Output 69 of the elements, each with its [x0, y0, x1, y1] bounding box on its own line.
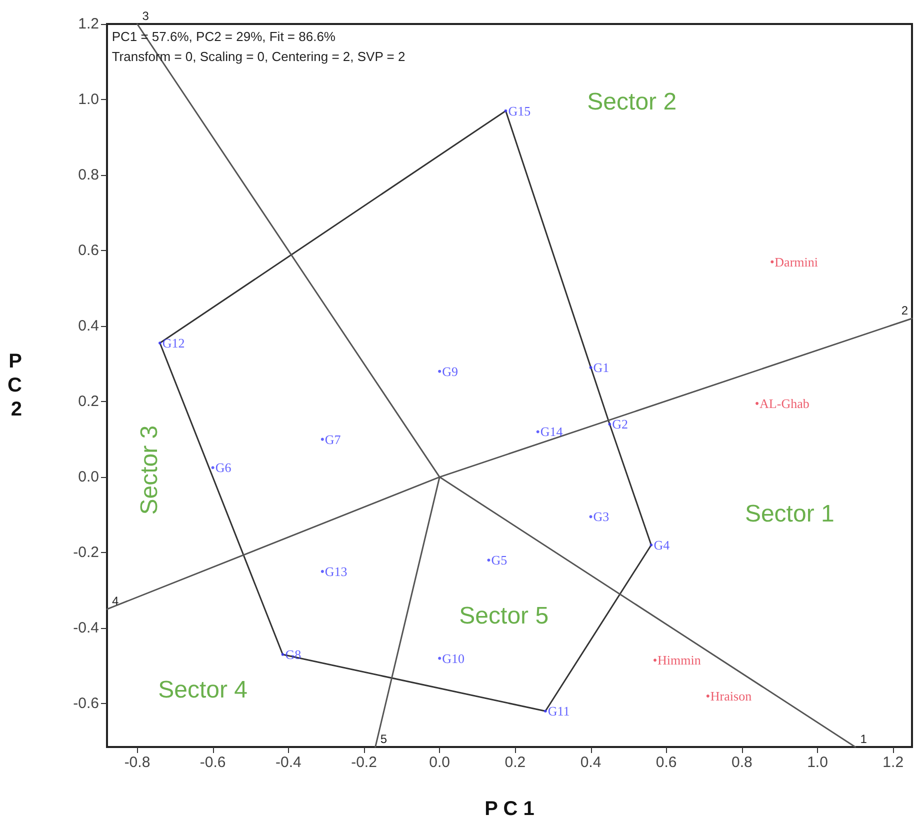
- annotation: Sector 1: [744, 500, 834, 528]
- annotation: Sector 5: [459, 602, 549, 630]
- data-label: G7: [324, 432, 342, 447]
- annotation: 3: [142, 9, 150, 23]
- data-label: G9: [442, 364, 458, 379]
- point: [438, 656, 442, 660]
- x-tick-label: -0.8: [124, 754, 150, 771]
- x-tick-label: 0.4: [580, 754, 602, 771]
- y-tick-label: 0.0: [78, 468, 99, 486]
- data-label: G10: [442, 650, 464, 666]
- data-label: G5: [491, 552, 508, 568]
- x-tick-label: 0.8: [732, 754, 752, 771]
- point: [211, 466, 214, 470]
- x-tick-label: 0.2: [504, 754, 526, 771]
- y-tick-label: 0.6: [78, 242, 99, 260]
- point: [770, 260, 774, 264]
- point: [158, 342, 162, 345]
- y-tick-label: -0.2: [73, 544, 99, 562]
- y-tick-label: -0.4: [73, 620, 99, 637]
- annotation: 5: [380, 732, 388, 746]
- point: [589, 366, 592, 370]
- data-label: G15: [508, 103, 531, 118]
- point: [438, 370, 442, 373]
- point: [281, 653, 284, 656]
- x-tick-label: 1.0: [807, 754, 828, 771]
- y-tick-label: 1.0: [78, 91, 99, 108]
- data-label: Darmini: [774, 254, 818, 270]
- point: [608, 422, 612, 426]
- data-label: G11: [548, 704, 570, 719]
- point: [650, 544, 653, 547]
- point: [544, 710, 547, 713]
- x-tick-label: -0.6: [200, 754, 226, 771]
- point: [654, 658, 657, 662]
- data-label: G12: [162, 336, 185, 351]
- data-label: G4: [654, 538, 670, 553]
- data-label: G13: [324, 564, 348, 579]
- data-label: G2: [612, 416, 628, 432]
- data-label: G14: [540, 424, 564, 440]
- data-label: G6: [215, 460, 232, 476]
- y-axis-title: P C 2: [8, 350, 22, 420]
- x-tick-label: 1.2: [882, 754, 904, 771]
- x-tick-label: -0.4: [275, 754, 302, 771]
- point: [320, 438, 324, 441]
- annotation: 1: [860, 732, 868, 746]
- y-tick-label: 1.2: [78, 16, 99, 32]
- x-tick-label: -0.2: [351, 754, 377, 771]
- y-tick-label: 0.4: [78, 318, 99, 335]
- point: [504, 109, 508, 112]
- data-label: G1: [593, 360, 610, 376]
- data-label: Hraison: [710, 688, 752, 704]
- annotation: Sector 4: [158, 676, 248, 704]
- x-axis-title: P C 1: [484, 798, 534, 820]
- point: [589, 515, 592, 518]
- x-tick-label: 0.0: [429, 754, 450, 771]
- annotation: Sector 2: [587, 88, 677, 116]
- point: [487, 558, 490, 562]
- annotation: 2: [901, 303, 908, 318]
- y-tick-label: 0.8: [78, 166, 99, 184]
- annotation: 4: [112, 594, 119, 608]
- y-tick-label: -0.6: [73, 695, 99, 712]
- data-label: AL-Ghab: [760, 396, 810, 411]
- x-tick-label: 0.6: [656, 754, 677, 771]
- point: [706, 694, 710, 698]
- point: [320, 570, 324, 573]
- annotation: Sector 3: [136, 425, 164, 515]
- data-label: G3: [593, 509, 610, 524]
- point: [756, 402, 759, 405]
- data-label: Himmin: [658, 652, 702, 668]
- y-tick-label: 0.2: [78, 393, 99, 410]
